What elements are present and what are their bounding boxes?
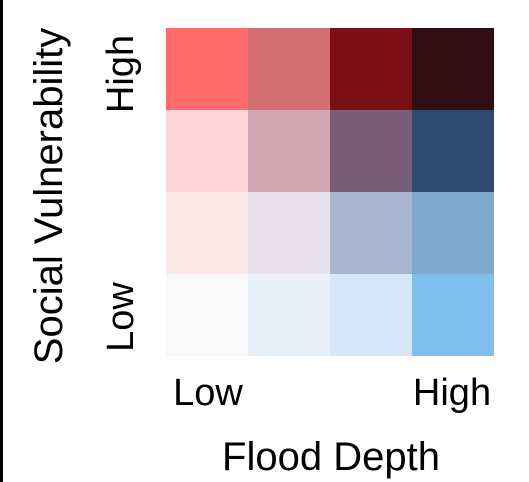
legend-cell-sv2-fd2 xyxy=(248,192,330,274)
left-frame-edge xyxy=(0,0,3,482)
legend-cell-sv1-fd3 xyxy=(330,274,412,356)
x-axis-label: Flood Depth xyxy=(222,435,440,479)
legend-cell-sv1-fd2 xyxy=(248,274,330,356)
legend-cell-sv1-fd1 xyxy=(166,274,248,356)
legend-cell-sv1-fd4 xyxy=(412,274,494,356)
y-axis-label: Social Vulnerability xyxy=(27,28,71,364)
legend-cell-sv3-fd1 xyxy=(166,110,248,192)
legend-cell-sv4-fd3 xyxy=(330,28,412,110)
y-tick-label-high: High xyxy=(100,35,142,113)
y-tick-label-low: Low xyxy=(100,282,142,352)
legend-cell-sv2-fd1 xyxy=(166,192,248,274)
legend-cells xyxy=(166,28,494,356)
x-tick-label-low: Low xyxy=(173,372,243,414)
legend-cell-sv4-fd4 xyxy=(412,28,494,110)
legend-cell-sv4-fd1 xyxy=(166,28,248,110)
legend-cell-sv2-fd3 xyxy=(330,192,412,274)
legend-cell-sv4-fd2 xyxy=(248,28,330,110)
legend-cell-sv2-fd4 xyxy=(412,192,494,274)
legend-cell-sv3-fd4 xyxy=(412,110,494,192)
legend-cell-sv3-fd3 xyxy=(330,110,412,192)
legend-cell-sv3-fd2 xyxy=(248,110,330,192)
x-tick-label-high: High xyxy=(413,372,491,414)
